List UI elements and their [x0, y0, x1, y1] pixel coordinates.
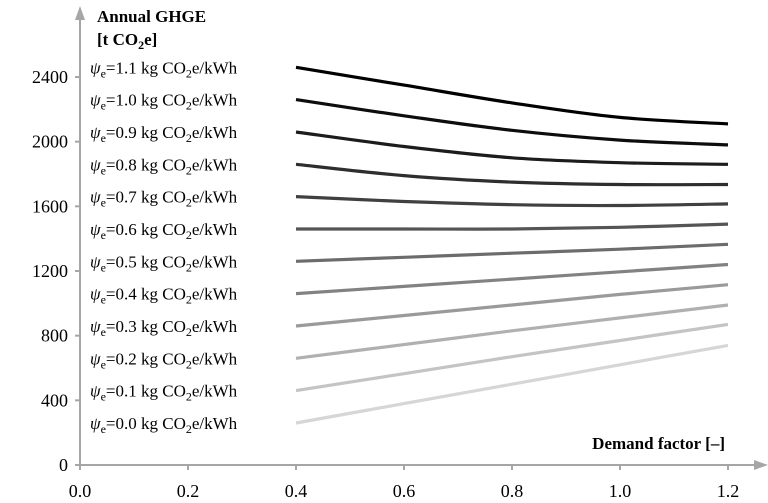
series-line-psi-1-1 [295, 65, 729, 126]
ticks: 0 400 800 1200 1600 2000 2400 0.0 0.2 0.4 0.6 0.8 1.… [32, 67, 739, 501]
y-axis-title-line1: Annual GHGE [97, 7, 206, 26]
x-tick-label: 0.4 [285, 481, 308, 501]
x-tick-label: 0.6 [393, 481, 416, 501]
x-tick-label: 1.0 [609, 481, 632, 501]
series-label-psi-0-7: ψe=0.7 kg CO2e/kWh [90, 188, 238, 210]
axes [75, 6, 768, 470]
y-tick-label: 400 [41, 390, 68, 410]
series-line-psi-0-8 [295, 162, 729, 187]
x-axis-arrow [754, 460, 768, 470]
series-label-psi-0-0: ψe=0.0 kg CO2e/kWh [90, 414, 238, 436]
x-tick-label: 1.2 [717, 481, 740, 501]
series-line-psi-0-7 [295, 195, 729, 208]
y-tick-label: 800 [41, 326, 68, 346]
series-line-psi-1-0 [295, 98, 729, 147]
y-axis-title-sub: 2 [138, 38, 144, 52]
series-line-psi-0-6 [295, 222, 729, 231]
x-tick-label: 0.0 [69, 481, 92, 501]
y-tick-label: 2400 [32, 67, 68, 87]
y-axis-title-suffix: e] [144, 30, 157, 49]
y-axis-arrow [75, 6, 85, 20]
series-line-psi-0-4 [295, 262, 729, 296]
x-tick-label: 0.8 [501, 481, 524, 501]
series-line-psi-0-0 [295, 343, 729, 425]
series-label-psi-0-2: ψe=0.2 kg CO2e/kWh [90, 349, 238, 371]
series-label-psi-1-1: ψe=1.1 kg CO2e/kWh [90, 58, 238, 80]
series-lines [295, 65, 729, 425]
y-tick-label: 0 [59, 455, 68, 475]
series-label-psi-0-5: ψe=0.5 kg CO2e/kWh [90, 252, 238, 274]
y-axis-title-prefix: [t CO [97, 30, 138, 49]
x-tick-label: 0.2 [177, 481, 200, 501]
series-line-psi-0-9 [295, 130, 729, 166]
series-labels: ψe=1.1 kg CO2e/kWh ψe=1.0 kg CO2e/kWh ψe=0… [90, 58, 238, 436]
series-line-psi-0-5 [295, 242, 729, 263]
y-tick-label: 1600 [32, 196, 68, 216]
y-tick-label: 1200 [32, 261, 68, 281]
series-label-psi-0-4: ψe=0.4 kg CO2e/kWh [90, 285, 238, 307]
x-axis-title: Demand factor [–] [592, 434, 725, 453]
series-label-psi-0-6: ψe=0.6 kg CO2e/kWh [90, 220, 238, 242]
series-line-psi-0-1 [295, 322, 729, 393]
series-line-psi-0-3 [295, 283, 729, 328]
y-tick-label: 2000 [32, 132, 68, 152]
series-label-psi-0-9: ψe=0.9 kg CO2e/kWh [90, 123, 238, 145]
series-label-psi-0-1: ψe=0.1 kg CO2e/kWh [90, 382, 238, 404]
series-label-psi-1-0: ψe=1.0 kg CO2e/kWh [90, 91, 238, 113]
series-label-psi-0-3: ψe=0.3 kg CO2e/kWh [90, 317, 238, 339]
series-label-psi-0-8: ψe=0.8 kg CO2e/kWh [90, 155, 238, 177]
series-line-psi-0-2 [295, 303, 729, 360]
y-axis-title-line2: [t CO2e] [97, 30, 157, 52]
